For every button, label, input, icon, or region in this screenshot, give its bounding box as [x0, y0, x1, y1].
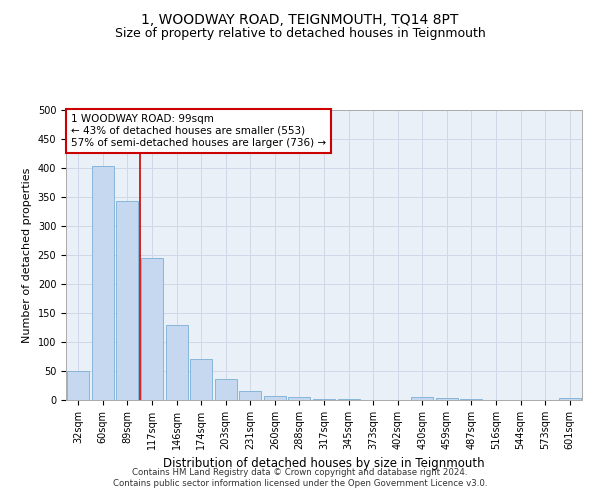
Text: 1, WOODWAY ROAD, TEIGNMOUTH, TQ14 8PT: 1, WOODWAY ROAD, TEIGNMOUTH, TQ14 8PT	[142, 12, 458, 26]
Bar	[116, 201, 139, 400]
Bar	[166, 324, 188, 400]
Bar	[67, 371, 89, 400]
Bar	[215, 378, 237, 400]
Bar	[289, 396, 310, 400]
Bar	[190, 360, 212, 400]
Text: Contains HM Land Registry data © Crown copyright and database right 2024.
Contai: Contains HM Land Registry data © Crown c…	[113, 468, 487, 487]
Bar	[239, 390, 262, 400]
Bar	[264, 396, 286, 400]
Bar	[141, 258, 163, 400]
Y-axis label: Number of detached properties: Number of detached properties	[22, 168, 32, 342]
Bar	[559, 398, 581, 400]
Text: 1 WOODWAY ROAD: 99sqm
← 43% of detached houses are smaller (553)
57% of semi-det: 1 WOODWAY ROAD: 99sqm ← 43% of detached …	[71, 114, 326, 148]
Bar	[92, 166, 114, 400]
Text: Size of property relative to detached houses in Teignmouth: Size of property relative to detached ho…	[115, 28, 485, 40]
X-axis label: Distribution of detached houses by size in Teignmouth: Distribution of detached houses by size …	[163, 458, 485, 470]
Bar	[411, 397, 433, 400]
Bar	[436, 398, 458, 400]
